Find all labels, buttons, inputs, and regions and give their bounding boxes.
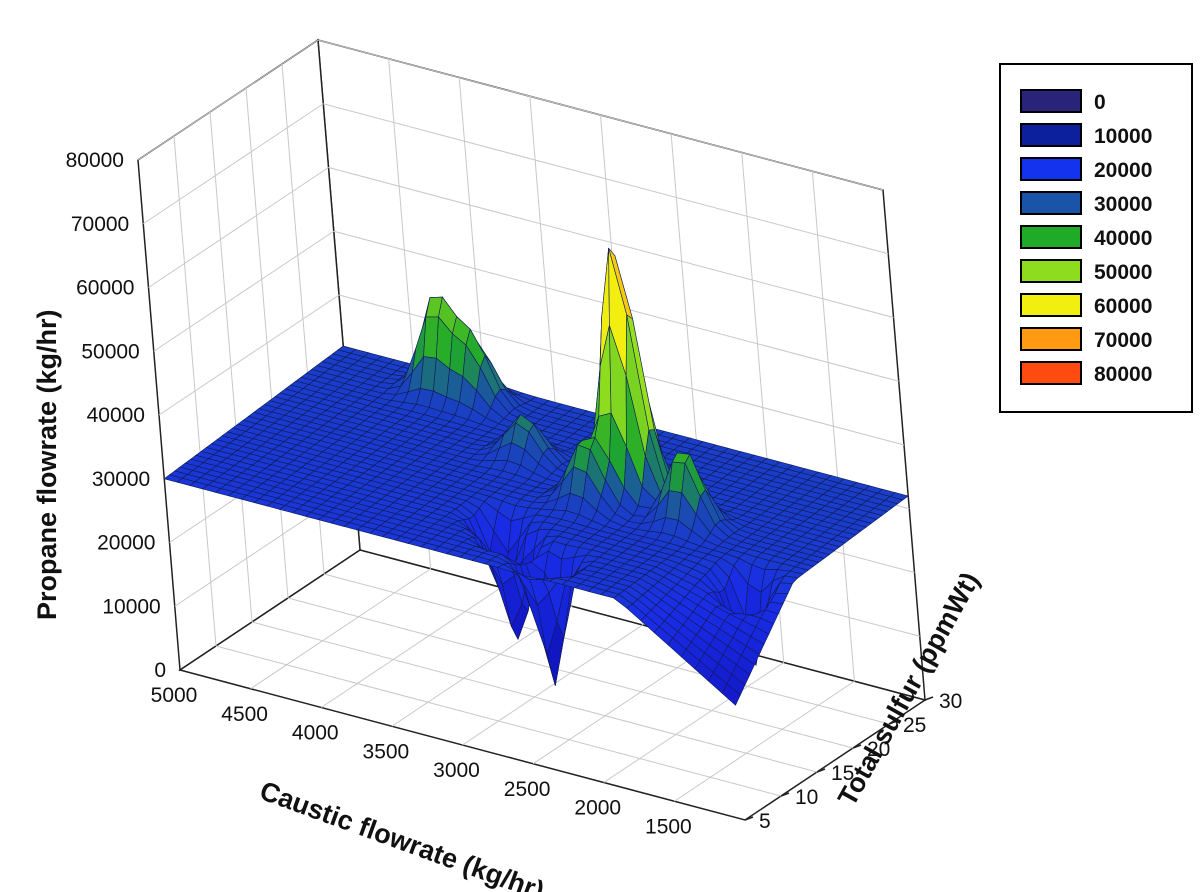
side-wall-gridline xyxy=(158,294,340,416)
floor-gridline xyxy=(674,680,855,802)
z-tick-label: 10000 xyxy=(102,595,160,618)
x-tick-label: 5000 xyxy=(151,684,198,707)
floor-gridline xyxy=(323,573,890,725)
legend-swatch xyxy=(1020,293,1082,317)
surface-cell xyxy=(721,683,741,706)
z-tick-label: 40000 xyxy=(87,404,145,427)
z-tick-label: 70000 xyxy=(71,213,129,236)
back-wall-gridline xyxy=(811,171,855,682)
side-wall-gridline xyxy=(148,167,329,288)
y-tick-mark xyxy=(780,792,790,797)
y-tick-mark xyxy=(852,744,862,749)
floor-gridline xyxy=(215,645,782,797)
y-tick-mark xyxy=(888,720,898,725)
z-axis-title: Propane flowrate (kg/hr) xyxy=(32,309,62,620)
x-tick-label: 3000 xyxy=(433,759,480,782)
floor-gridline xyxy=(462,624,643,746)
legend-swatch xyxy=(1020,123,1082,147)
side-wall-gridline xyxy=(153,230,335,352)
floor-gridline xyxy=(320,587,502,708)
legend: 0 10000 20000 30000 40000 50000 60000 70000 8000… xyxy=(999,63,1193,413)
legend-label: 70000 xyxy=(1094,329,1152,352)
floor-gridline xyxy=(287,597,854,749)
z-tick-label: 60000 xyxy=(76,277,134,300)
y-tick-label: 10 xyxy=(795,786,818,809)
z-tick-label: 0 xyxy=(154,659,166,682)
side-wall-gridline xyxy=(245,87,289,599)
legend-swatch xyxy=(1020,89,1082,113)
legend-label: 20000 xyxy=(1094,159,1152,182)
floor-gridline xyxy=(603,662,785,783)
y-tick-label: 5 xyxy=(759,810,771,833)
legend-swatch xyxy=(1020,157,1082,181)
legend-swatch xyxy=(1020,361,1082,385)
legend-swatch xyxy=(1020,225,1082,249)
side-wall-gridline xyxy=(142,103,324,225)
z-tick-label: 20000 xyxy=(97,532,155,555)
floor-gridline xyxy=(532,643,714,765)
legend-swatch xyxy=(1020,259,1082,283)
legend-label: 80000 xyxy=(1094,363,1152,386)
surface-cell xyxy=(423,316,439,359)
surface-mesh xyxy=(163,247,909,706)
legend-label: 50000 xyxy=(1094,261,1152,284)
legend-label: 60000 xyxy=(1094,295,1152,318)
y-tick-mark xyxy=(816,768,826,773)
y-tick-label: 20 xyxy=(867,738,890,761)
z-tick-label: 30000 xyxy=(92,468,150,491)
x-tick-label: 2000 xyxy=(574,797,621,820)
y-tick-label: 15 xyxy=(831,762,854,785)
y-tick-mark xyxy=(924,696,934,701)
x-tick-label: 4500 xyxy=(221,703,268,726)
legend-label: 40000 xyxy=(1094,227,1152,250)
x-tick-label: 1500 xyxy=(645,815,692,838)
axis-ticks: 0 10000 20000 30000 40000 50000 60000 70000 8000… xyxy=(66,149,963,838)
floor-gridline xyxy=(251,621,818,773)
side-wall-gridline xyxy=(137,39,319,161)
z-tick-label: 50000 xyxy=(81,340,139,363)
y-tick-mark xyxy=(744,816,754,821)
side-wall-gridline xyxy=(173,135,217,647)
floor-gridline xyxy=(250,568,431,690)
side-wall-gridline xyxy=(209,111,253,623)
legend-label: 0 xyxy=(1094,91,1106,114)
y-tick-label: 25 xyxy=(903,714,926,737)
x-tick-label: 4000 xyxy=(292,722,339,745)
z-tick-label: 80000 xyxy=(66,149,124,172)
legend-swatch xyxy=(1020,327,1082,351)
x-tick-label: 3500 xyxy=(363,740,410,763)
y-tick-label: 30 xyxy=(939,690,962,713)
x-tick-label: 2500 xyxy=(504,778,551,801)
legend-swatch xyxy=(1020,191,1082,215)
legend-label: 10000 xyxy=(1094,125,1152,148)
legend-label: 30000 xyxy=(1094,193,1152,216)
